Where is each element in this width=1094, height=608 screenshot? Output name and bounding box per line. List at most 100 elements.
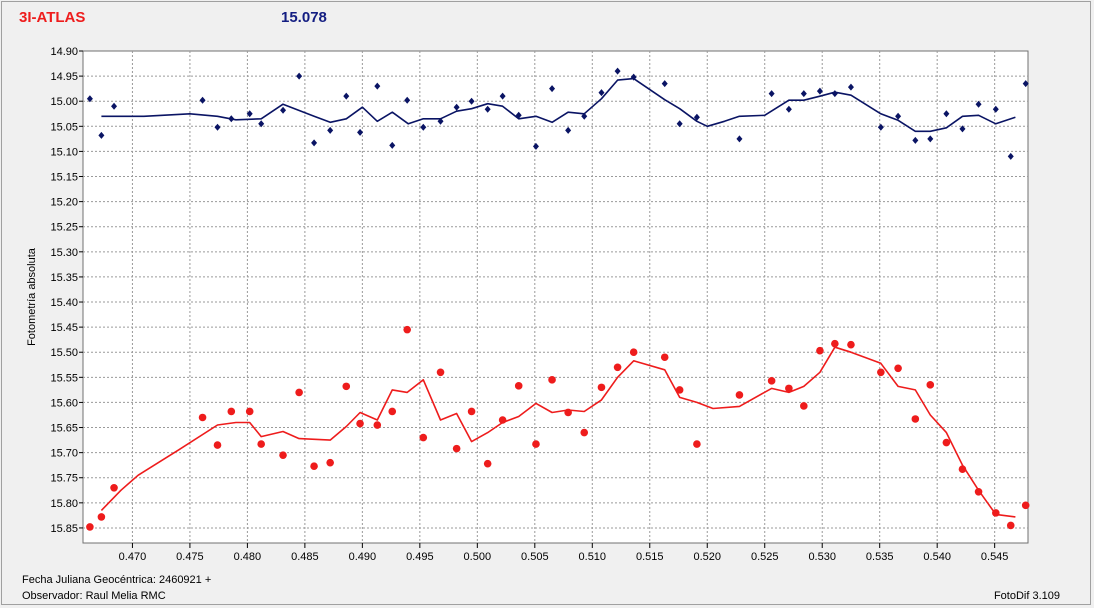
data-point-series-1 [598,89,605,97]
data-point-series-1 [959,125,966,133]
data-point-series-1 [800,90,807,98]
data-point-series-2 [693,440,701,448]
data-point-series-2 [894,364,902,373]
data-point-series-2 [735,391,744,399]
data-point-series-1 [992,105,999,113]
data-point-series-1 [831,90,838,98]
data-point-series-1 [246,110,253,118]
data-point-series-2 [816,346,824,355]
data-point-series-1 [661,80,668,88]
y-tick-label: 15.30 [50,247,78,259]
trend-line-series-1 [101,77,1016,133]
data-point-series-2 [1021,501,1030,510]
julian-date-label: Fecha Juliana Geocéntrica: 2460921 + [22,574,212,586]
data-point-series-1 [816,87,823,95]
data-point-series-1 [389,141,396,149]
y-tick-label: 14.95 [50,71,78,83]
data-point-series-1 [565,126,572,134]
x-tick-label: 0.490 [349,551,377,563]
data-point-series-1 [86,95,93,103]
data-point-series-1 [943,110,950,118]
x-tick-label: 0.545 [981,551,1009,563]
data-point-series-2 [110,483,118,492]
data-point-series-1 [927,135,934,143]
observer-label: Observador: Raul Melia RMC [22,590,166,602]
data-point-series-2 [675,386,684,394]
data-point-series-1 [532,142,539,150]
y-tick-label: 15.00 [50,96,78,108]
data-point-series-1 [343,92,350,100]
x-tick-label: 0.525 [751,551,779,563]
y-tick-label: 15.35 [50,272,78,284]
data-point-series-2 [877,368,885,377]
data-point-series-1 [98,131,105,139]
object-name: 3I-ATLAS [19,9,86,26]
data-point-series-2 [257,440,265,448]
y-tick-label: 14.90 [50,46,78,58]
x-tick-label: 0.535 [866,551,894,563]
trend-line-series-2 [100,346,1016,518]
data-point-series-1 [549,85,556,93]
data-point-series-2 [373,421,382,429]
data-point-series-1 [357,128,364,136]
y-tick-label: 15.80 [50,498,78,510]
y-axis-label: Fotometría absoluta [26,247,38,346]
data-point-series-2 [580,428,589,437]
data-point-series-2 [326,458,334,467]
y-tick-label: 15.15 [50,172,78,184]
data-point-series-2 [436,368,445,377]
data-point-series-1 [895,112,902,120]
y-tick-label: 15.40 [50,297,78,309]
data-point-series-1 [258,120,265,128]
data-point-series-2 [198,413,207,422]
data-point-series-2 [548,376,556,384]
data-point-series-1 [785,105,792,113]
data-point-series-1 [228,115,235,123]
data-point-series-2 [992,509,1000,517]
y-tick-label: 15.65 [50,423,78,435]
y-tick-label: 15.70 [50,448,78,460]
software-label: FotoDif 3.109 [993,590,1060,602]
data-point-series-1 [311,139,318,147]
data-point-series-2 [452,444,461,453]
data-point-series-1 [280,106,287,114]
data-point-series-2 [532,440,540,448]
data-point-series-2 [310,462,318,470]
data-point-series-1 [630,73,637,81]
data-point-series-2 [1006,521,1015,530]
data-point-series-1 [199,96,206,104]
data-point-series-2 [785,384,793,393]
plot-area [82,50,1029,544]
data-point-series-2 [514,382,523,390]
data-point-series-2 [342,382,351,391]
data-point-series-2 [629,348,638,357]
x-tick-label: 0.540 [923,551,951,563]
data-point-series-2 [831,339,839,348]
data-point-series-1 [1007,152,1014,160]
data-point-series-1 [437,117,444,125]
x-tick-label: 0.475 [176,551,204,563]
data-point-series-1 [374,82,381,90]
data-point-series-2 [974,487,983,496]
data-point-series-1 [581,112,588,120]
data-point-series-1 [736,135,743,143]
x-tick-label: 0.505 [521,551,549,563]
x-tick-label: 0.500 [464,551,492,563]
y-tick-label: 15.05 [50,121,78,133]
data-point-series-1 [296,72,303,80]
data-point-series-2 [498,416,507,424]
data-point-series-1 [912,136,919,144]
data-point-series-1 [468,97,475,105]
data-point-series-2 [942,438,951,447]
data-point-series-2 [467,407,476,416]
x-tick-label: 0.510 [579,551,607,563]
data-point-series-2 [97,513,106,521]
data-point-series-1 [515,111,522,119]
data-point-series-1 [614,67,621,75]
data-point-series-1 [975,100,982,108]
data-point-series-2 [213,441,222,449]
y-tick-label: 15.20 [50,197,78,209]
data-point-series-2 [227,407,236,416]
y-tick-label: 15.85 [50,523,78,535]
